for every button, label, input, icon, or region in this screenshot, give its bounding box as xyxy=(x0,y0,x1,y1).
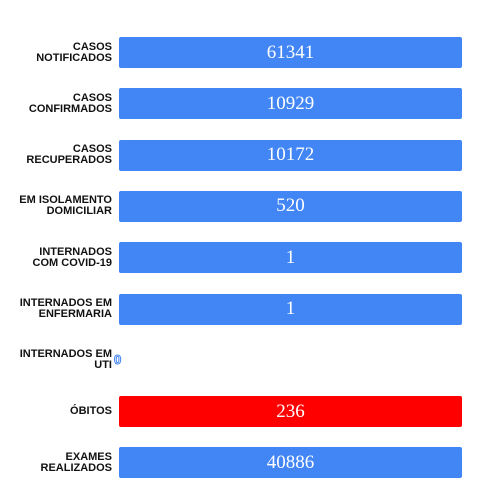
label-line: REALIZADOS xyxy=(40,461,113,474)
label-line: DOMICILIAR xyxy=(46,205,112,218)
label-line: NOTIFICADOS xyxy=(36,51,112,64)
value-box: 40886 xyxy=(119,447,462,479)
value-box: 520 xyxy=(119,190,462,222)
row-label: CASOS NOTIFICADOS xyxy=(0,40,112,64)
label-line: ÓBITOS xyxy=(70,405,112,418)
label-line: CASOS xyxy=(72,40,112,53)
row-label: INTERNADOS EM ENFERMARIA xyxy=(0,298,112,320)
row-label: CASOS CONFIRMADOS xyxy=(0,91,112,115)
label-line: COM COVID-19 xyxy=(32,256,112,269)
label-line: ENFERMARIA xyxy=(38,308,112,320)
value-box: 10929 xyxy=(119,88,462,120)
label-line: UTI xyxy=(94,359,112,372)
value-box: 10172 xyxy=(119,139,462,171)
row-label: INTERNADOS COM COVID-19 xyxy=(0,245,112,269)
label-line: CASOS xyxy=(72,91,112,104)
value-text: 0 xyxy=(113,352,122,368)
value-box: 1 xyxy=(119,242,462,274)
label-line: RECUPERADOS xyxy=(26,154,112,167)
value-box: 1 xyxy=(119,293,462,325)
value-box: 236 xyxy=(119,396,462,428)
row-label: EXAMES REALIZADOS xyxy=(0,450,113,474)
value-box: 61341 xyxy=(119,37,462,68)
label-line: INTERNADOS EM xyxy=(19,297,112,309)
row-label: INTERNADOS EM UTI xyxy=(0,349,112,371)
row-label: CASOS RECUPERADOS xyxy=(0,144,112,166)
row-label: ÓBITOS xyxy=(0,406,112,417)
label-line: CASOS xyxy=(72,143,112,156)
label-line: CONFIRMADOS xyxy=(28,102,112,115)
label-line: INTERNADOS xyxy=(39,245,112,258)
row-label: EM ISOLAMENTO DOMICILIAR xyxy=(0,195,112,217)
label-line: EM ISOLAMENTO xyxy=(19,194,112,207)
label-line: EXAMES xyxy=(65,450,112,463)
label-line: INTERNADOS EM xyxy=(19,348,112,361)
